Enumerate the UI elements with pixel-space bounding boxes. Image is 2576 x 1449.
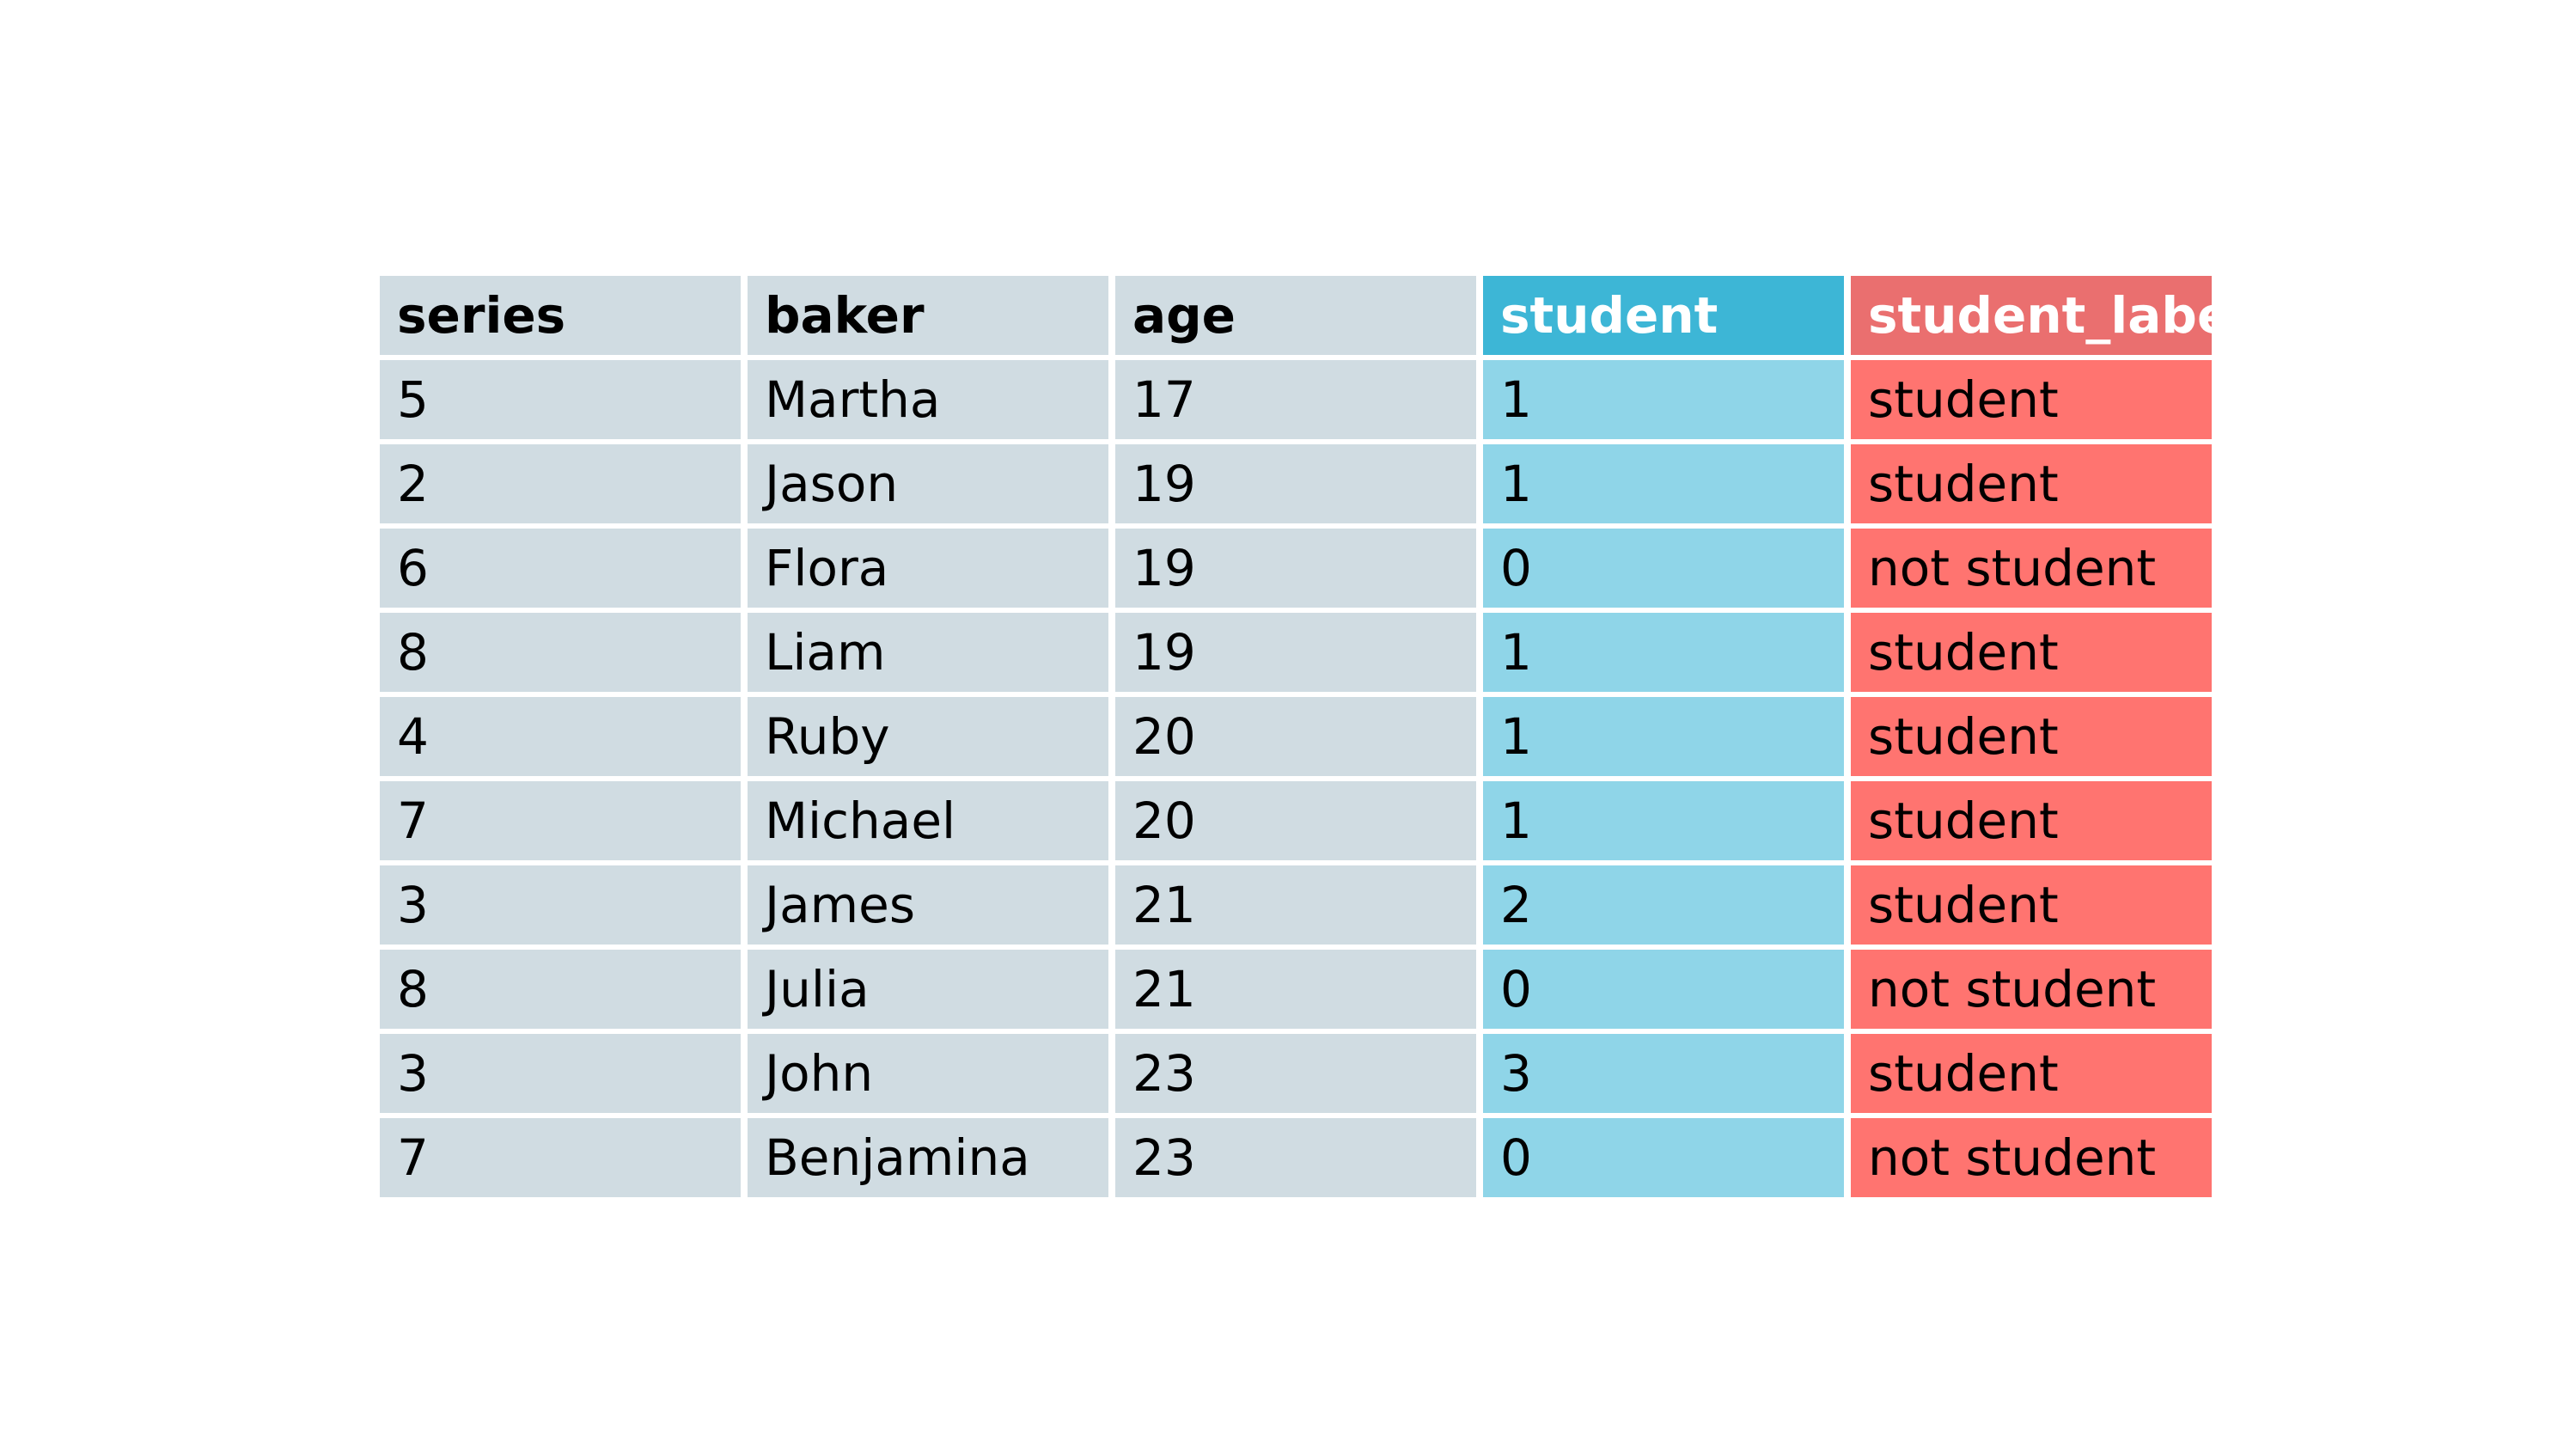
cell-age: 20 xyxy=(1115,697,1476,776)
cell-age: 20 xyxy=(1115,781,1476,860)
cell-student: 2 xyxy=(1483,865,1844,945)
header-series: series xyxy=(380,276,741,355)
cell-baker: Flora xyxy=(748,529,1108,608)
header-student-label: student_label xyxy=(1851,276,2212,355)
cell-student-label: student xyxy=(1851,865,2212,945)
cell-student: 1 xyxy=(1483,360,1844,439)
cell-series: 6 xyxy=(380,529,741,608)
cell-baker: Liam xyxy=(748,613,1108,692)
cell-baker: Jason xyxy=(748,444,1108,523)
cell-student-label: student xyxy=(1851,697,2212,776)
cell-age: 19 xyxy=(1115,444,1476,523)
cell-baker: Michael xyxy=(748,781,1108,860)
cell-student: 1 xyxy=(1483,613,1844,692)
cell-series: 3 xyxy=(380,1034,741,1113)
cell-student: 1 xyxy=(1483,781,1844,860)
cell-age: 17 xyxy=(1115,360,1476,439)
cell-baker: James xyxy=(748,865,1108,945)
cell-student: 0 xyxy=(1483,529,1844,608)
cell-series: 7 xyxy=(380,1118,741,1197)
cell-student-label: student xyxy=(1851,444,2212,523)
cell-student: 0 xyxy=(1483,950,1844,1029)
cell-student: 3 xyxy=(1483,1034,1844,1113)
cell-student-label: student xyxy=(1851,613,2212,692)
cell-student: 0 xyxy=(1483,1118,1844,1197)
cell-baker: John xyxy=(748,1034,1108,1113)
cell-series: 2 xyxy=(380,444,741,523)
cell-student-label: student xyxy=(1851,360,2212,439)
cell-series: 8 xyxy=(380,613,741,692)
cell-student-label: not student xyxy=(1851,1118,2212,1197)
cell-baker: Julia xyxy=(748,950,1108,1029)
cell-age: 23 xyxy=(1115,1118,1476,1197)
cell-series: 4 xyxy=(380,697,741,776)
cell-student-label: not student xyxy=(1851,950,2212,1029)
cell-series: 7 xyxy=(380,781,741,860)
cell-student: 1 xyxy=(1483,697,1844,776)
header-age: age xyxy=(1115,276,1476,355)
cell-series: 8 xyxy=(380,950,741,1029)
cell-age: 21 xyxy=(1115,950,1476,1029)
header-student: student xyxy=(1483,276,1844,355)
data-table: series baker age student student_label 5… xyxy=(380,276,2212,1197)
cell-baker: Ruby xyxy=(748,697,1108,776)
cell-baker: Benjamina xyxy=(748,1118,1108,1197)
cell-series: 3 xyxy=(380,865,741,945)
cell-student: 1 xyxy=(1483,444,1844,523)
cell-age: 21 xyxy=(1115,865,1476,945)
cell-age: 19 xyxy=(1115,529,1476,608)
header-baker: baker xyxy=(748,276,1108,355)
cell-baker: Martha xyxy=(748,360,1108,439)
cell-student-label: student xyxy=(1851,781,2212,860)
cell-student-label: not student xyxy=(1851,529,2212,608)
cell-series: 5 xyxy=(380,360,741,439)
cell-student-label: student xyxy=(1851,1034,2212,1113)
cell-age: 19 xyxy=(1115,613,1476,692)
cell-age: 23 xyxy=(1115,1034,1476,1113)
